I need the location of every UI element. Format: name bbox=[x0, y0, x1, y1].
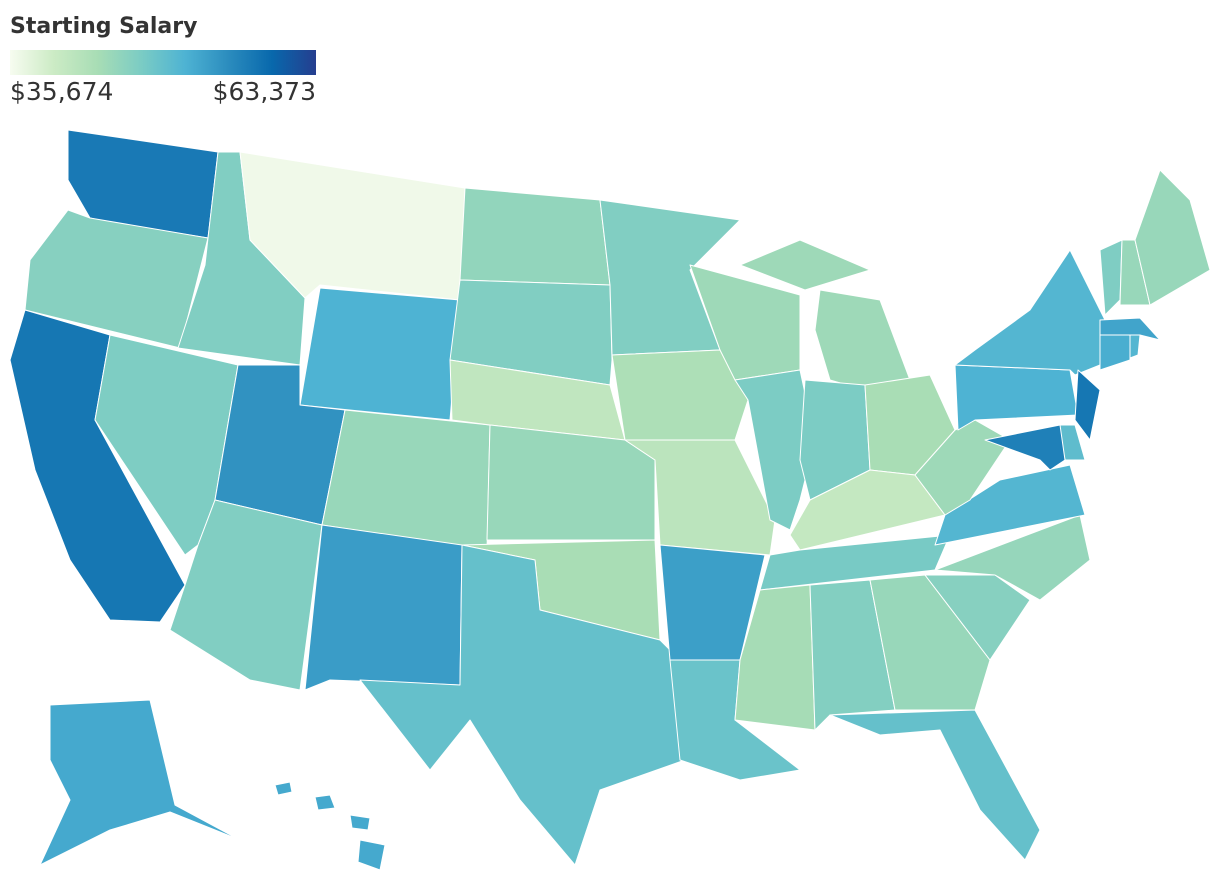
state bbox=[274, 781, 386, 871]
state bbox=[954, 249, 1106, 376]
state bbox=[169, 499, 323, 691]
legend-title: Starting Salary bbox=[10, 14, 197, 39]
state bbox=[299, 287, 461, 421]
legend-min-label: $35,674 bbox=[10, 77, 113, 106]
state bbox=[449, 279, 613, 386]
state bbox=[1099, 334, 1131, 371]
state bbox=[869, 574, 991, 711]
legend-gradient bbox=[10, 50, 316, 75]
state bbox=[486, 424, 656, 541]
state bbox=[1099, 317, 1161, 341]
state bbox=[934, 464, 1086, 546]
states bbox=[9, 129, 1211, 871]
state bbox=[759, 534, 951, 591]
state bbox=[984, 424, 1066, 471]
state bbox=[934, 514, 1091, 601]
state bbox=[611, 349, 749, 441]
state bbox=[459, 187, 611, 286]
state bbox=[1099, 239, 1123, 316]
legend-max-label: $63,373 bbox=[213, 77, 316, 106]
state bbox=[734, 584, 816, 731]
state bbox=[39, 699, 241, 866]
state bbox=[809, 579, 896, 731]
state bbox=[304, 524, 463, 691]
state bbox=[829, 709, 1041, 861]
state bbox=[359, 544, 686, 866]
state bbox=[954, 364, 1079, 431]
state bbox=[1134, 169, 1211, 306]
state bbox=[924, 574, 1031, 661]
state bbox=[1129, 334, 1141, 359]
state bbox=[1074, 369, 1101, 441]
state bbox=[734, 369, 816, 531]
